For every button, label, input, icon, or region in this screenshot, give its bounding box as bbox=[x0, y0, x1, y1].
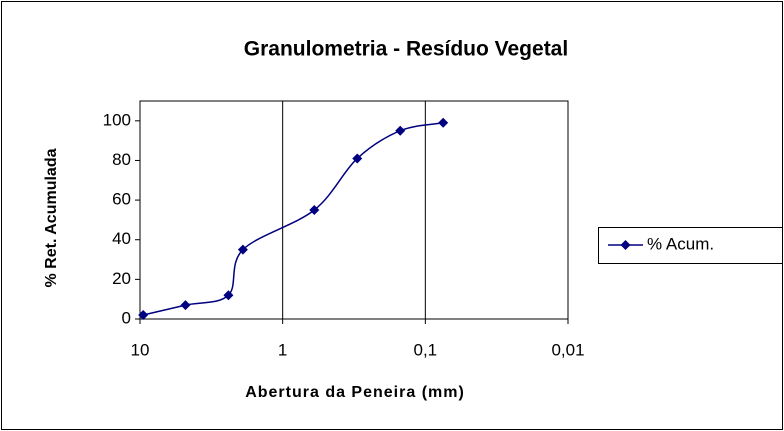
marker bbox=[395, 125, 406, 136]
x-tick-label: 1 bbox=[278, 340, 287, 359]
marker bbox=[438, 117, 449, 128]
marker bbox=[237, 244, 248, 255]
marker bbox=[352, 153, 363, 164]
y-tick-label: 80 bbox=[112, 150, 131, 169]
marker bbox=[309, 205, 320, 215]
series-line bbox=[143, 122, 444, 316]
marker bbox=[138, 310, 149, 321]
y-tick-label: 60 bbox=[112, 190, 131, 209]
legend-marker bbox=[620, 240, 631, 250]
y-tick-label: 20 bbox=[112, 269, 131, 288]
x-axis-label: Abertura da Peneira (mm) bbox=[245, 384, 465, 401]
y-axis-label: % Ret. Acumulada bbox=[43, 148, 60, 287]
marker bbox=[180, 300, 191, 311]
plot-area bbox=[139, 100, 569, 320]
y-tick-label: 40 bbox=[112, 229, 131, 248]
y-tick-label: 0 bbox=[122, 308, 131, 327]
marker bbox=[223, 290, 234, 301]
legend-label: % Acum. bbox=[647, 234, 714, 253]
x-tick-label: 0,1 bbox=[414, 340, 438, 359]
x-tick-label: 0,01 bbox=[551, 340, 584, 359]
x-tick-label: 10 bbox=[131, 340, 150, 359]
chart-title: Granulometria - Resíduo Vegetal bbox=[244, 38, 568, 61]
y-tick-label: 100 bbox=[103, 110, 131, 129]
